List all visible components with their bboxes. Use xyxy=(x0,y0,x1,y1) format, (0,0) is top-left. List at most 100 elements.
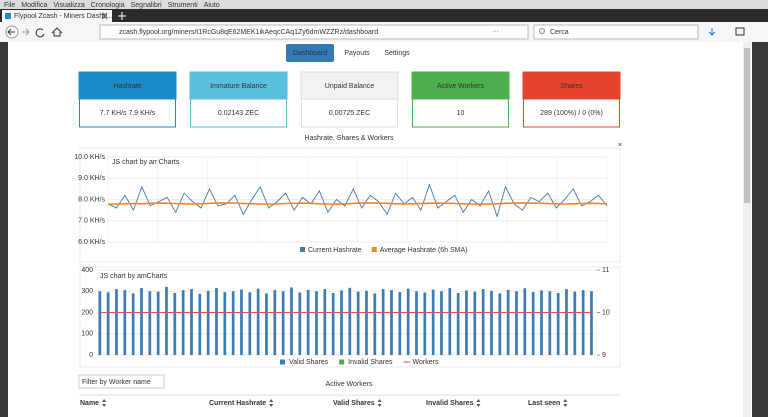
url-bar[interactable] xyxy=(99,24,529,40)
shares-chart: 0 100 200 300 400 9 10 11 Valid Shares Invalid Sh… xyxy=(81,267,610,366)
bar xyxy=(256,288,260,355)
bar xyxy=(556,292,560,355)
bar xyxy=(123,290,127,355)
bar xyxy=(548,291,552,355)
search-bar[interactable] xyxy=(533,24,699,40)
filter-input[interactable] xyxy=(78,374,165,389)
bar xyxy=(115,289,118,355)
stat-body xyxy=(190,98,287,128)
column-header[interactable]: Current Hashrate xyxy=(209,400,266,407)
nav-label: Dashboard xyxy=(293,50,327,57)
url: zcash.flypool.org/miners/t1RcGu8qE62MEK1… xyxy=(119,29,378,36)
bar xyxy=(290,287,293,355)
bar xyxy=(365,290,368,355)
bar xyxy=(140,288,143,355)
column-header[interactable]: Name xyxy=(80,400,99,407)
new-tab[interactable] xyxy=(118,12,126,20)
hashrate-chart: 6.0 KH/s 7.0 KH/s 8.0 KH/s 9.0 KH/s 10.0 KH/… xyxy=(74,154,608,254)
stat-header xyxy=(300,71,399,100)
menu-item[interactable]: Modifica xyxy=(21,2,47,9)
bar xyxy=(165,287,168,355)
bar xyxy=(590,291,593,355)
y-tick-label: 6.0 KH/s xyxy=(78,239,105,246)
bar xyxy=(173,292,177,355)
stat-body xyxy=(301,98,398,128)
menu-item[interactable]: Visualizza xyxy=(53,2,84,9)
bar xyxy=(490,290,493,355)
stat-body xyxy=(412,98,509,128)
bar xyxy=(340,290,343,355)
bar xyxy=(356,291,360,355)
stat-label: Unpaid Balance xyxy=(325,83,375,90)
stat-label: Shares xyxy=(560,83,583,90)
favicon xyxy=(5,13,11,19)
reload-button[interactable] xyxy=(35,28,45,38)
sort-icon xyxy=(377,399,382,407)
forward-button[interactable] xyxy=(22,28,30,36)
nav-tab[interactable] xyxy=(380,44,414,62)
search-icon xyxy=(539,28,545,34)
menu-item[interactable]: File xyxy=(4,2,15,9)
close-chart[interactable]: × xyxy=(618,142,622,149)
nav: Dashboard Payouts Settings xyxy=(286,44,414,62)
stat-value: 7.7 KH/s 7.9 KH/s xyxy=(100,110,156,117)
bar xyxy=(581,290,585,355)
stat-body xyxy=(523,98,620,128)
legend-swatch xyxy=(280,359,285,365)
tab[interactable] xyxy=(2,10,112,22)
tab-close[interactable] xyxy=(101,12,108,20)
sort-icon xyxy=(102,399,107,407)
download-button[interactable] xyxy=(708,28,716,36)
filter-placeholder: Filter by Worker name xyxy=(82,379,151,386)
nav-label: Settings xyxy=(384,50,410,57)
bar xyxy=(573,291,577,355)
menu-item[interactable]: Strumenti xyxy=(168,2,198,9)
y-tick-label: 300 xyxy=(81,288,93,295)
bar xyxy=(531,292,535,355)
menu-item[interactable]: Segnalibri xyxy=(131,2,163,9)
stat-value: 10 xyxy=(457,110,465,117)
column-header[interactable]: Invalid Shares xyxy=(426,400,474,407)
bar xyxy=(506,289,510,355)
nav-label: Payouts xyxy=(344,50,370,57)
bar xyxy=(348,287,352,355)
menu: File Modifica Visualizza Cronologia Segnalib… xyxy=(4,2,220,9)
bar xyxy=(431,289,435,355)
stat-value: 289 (100%) / 0 (0%) xyxy=(540,110,603,117)
bar xyxy=(240,289,243,355)
bar xyxy=(515,291,518,355)
menu-item[interactable]: Cronologia xyxy=(91,2,125,9)
scrollbar xyxy=(743,42,751,417)
legend-label: Current Hashrate xyxy=(308,247,362,254)
bar xyxy=(215,288,218,355)
bar xyxy=(131,293,135,355)
sort-icon xyxy=(269,399,274,407)
bar xyxy=(381,289,385,355)
scrollbar-thumb[interactable] xyxy=(744,48,750,203)
column-header[interactable]: Last seen xyxy=(528,400,560,407)
bar xyxy=(448,288,452,355)
bar xyxy=(415,291,418,355)
bar xyxy=(423,292,427,355)
bar xyxy=(273,290,277,355)
bar xyxy=(481,289,485,355)
bar xyxy=(440,291,443,355)
bar xyxy=(523,288,527,355)
bar xyxy=(540,290,543,355)
sidebar-button[interactable] xyxy=(735,27,745,36)
y-tick-label: 8.0 KH/s xyxy=(78,196,105,203)
home-button[interactable] xyxy=(51,27,63,37)
y-tick-label: 0 xyxy=(89,352,93,359)
bar xyxy=(156,291,160,355)
bar xyxy=(148,291,152,355)
nav-tab[interactable] xyxy=(337,44,377,62)
legend-label: Valid Shares xyxy=(289,359,329,366)
bar xyxy=(323,289,327,355)
chart-credit: JS chart by amCharts xyxy=(112,159,180,166)
nav-tab[interactable] xyxy=(286,44,334,62)
bar xyxy=(331,292,335,355)
column-header[interactable]: Valid Shares xyxy=(333,400,375,407)
menu-item[interactable]: Aiuto xyxy=(204,2,220,9)
stats: Hashrate 7.7 KH/s 7.9 KH/s Immature Balanc… xyxy=(78,71,621,128)
